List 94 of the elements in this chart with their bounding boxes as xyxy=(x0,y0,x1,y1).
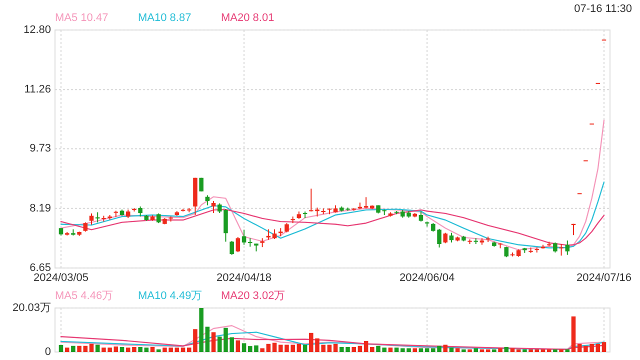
y-tick-label: 8.19 xyxy=(30,202,51,214)
x-tick-label: 2024/03/05 xyxy=(33,272,89,284)
text: MA20 3.02万 xyxy=(221,290,286,302)
candlestick xyxy=(498,242,502,249)
candlestick xyxy=(504,246,509,258)
bar xyxy=(462,349,466,352)
line-series xyxy=(60,336,605,350)
bar xyxy=(602,342,606,352)
bar xyxy=(522,349,527,352)
candlestick xyxy=(156,212,161,224)
y-tick-label: 9.73 xyxy=(30,142,51,155)
bar xyxy=(559,349,564,352)
bar xyxy=(132,346,136,352)
text: MA10 8.87 xyxy=(138,12,192,24)
x-tick-label: 2024/04/18 xyxy=(216,272,272,284)
candlestick xyxy=(230,240,234,256)
candlestick xyxy=(553,242,558,254)
candlestick xyxy=(236,236,240,253)
bar xyxy=(296,344,302,352)
bar xyxy=(156,349,161,352)
bar xyxy=(58,344,64,352)
bar xyxy=(474,348,478,352)
x-tick-label: 2024/07/16 xyxy=(576,272,632,284)
bar xyxy=(577,344,582,352)
text: MA20 8.01 xyxy=(221,12,274,24)
bar xyxy=(302,344,308,352)
bar xyxy=(352,346,356,352)
x-tick-label: 2024/06/04 xyxy=(400,272,455,284)
y-tick-label: 20.03万 xyxy=(12,302,51,314)
bar xyxy=(327,344,332,352)
bar xyxy=(272,342,277,352)
y-tick-label: 6.65 xyxy=(30,262,51,274)
candlestick xyxy=(565,240,570,256)
candlestick xyxy=(284,222,289,233)
bar xyxy=(199,308,204,352)
bar xyxy=(236,340,240,352)
candlestick xyxy=(418,211,424,222)
candlestick xyxy=(272,228,277,240)
bar xyxy=(126,348,130,352)
candlestick xyxy=(559,244,564,256)
bar xyxy=(95,344,100,352)
line-series xyxy=(60,120,605,250)
bar xyxy=(388,348,393,352)
bar xyxy=(358,346,362,352)
candlestick xyxy=(364,196,368,209)
bar xyxy=(571,316,576,352)
y-tick-label: 12.80 xyxy=(23,24,51,36)
candlestick xyxy=(449,232,454,243)
bar xyxy=(364,341,368,352)
candlestick xyxy=(211,200,216,214)
candlestick xyxy=(242,229,246,246)
bar xyxy=(498,348,502,352)
candlestick xyxy=(199,177,204,192)
bar xyxy=(174,348,180,352)
bar xyxy=(71,346,76,352)
bar xyxy=(120,346,124,352)
bar xyxy=(443,344,448,352)
bar xyxy=(260,348,264,352)
text: MA5 10.47 xyxy=(55,12,108,24)
bar xyxy=(412,348,417,352)
bar xyxy=(370,346,374,352)
candlestick xyxy=(266,228,271,240)
y-tick-label: 0 xyxy=(44,346,51,358)
bar xyxy=(504,346,509,352)
bar xyxy=(449,348,454,352)
bar xyxy=(242,343,246,352)
bar xyxy=(180,348,186,352)
bar xyxy=(77,346,82,352)
text: MA10 4.49万 xyxy=(138,290,202,302)
bar xyxy=(468,349,472,352)
bar xyxy=(89,344,94,352)
candlestick xyxy=(138,206,142,218)
bar xyxy=(205,326,210,352)
bar xyxy=(211,332,216,352)
text: MA5 4.46万 xyxy=(55,290,114,302)
line-series xyxy=(60,332,605,350)
bar xyxy=(492,349,496,352)
bar xyxy=(150,346,155,352)
bar xyxy=(144,348,149,352)
bar xyxy=(333,344,338,352)
bar xyxy=(114,346,118,352)
bar xyxy=(553,349,558,352)
y-tick-label: 11.26 xyxy=(24,84,51,96)
bar xyxy=(266,344,271,352)
bar xyxy=(528,349,533,352)
bar xyxy=(394,348,399,352)
bar xyxy=(64,348,70,352)
candlestick xyxy=(83,222,88,232)
bar xyxy=(83,346,88,352)
bar xyxy=(596,344,600,352)
chart-subtitle: 07-16 11:30 xyxy=(574,3,632,15)
candlestick xyxy=(89,212,94,226)
bar xyxy=(138,346,142,352)
candlestick xyxy=(443,232,448,244)
